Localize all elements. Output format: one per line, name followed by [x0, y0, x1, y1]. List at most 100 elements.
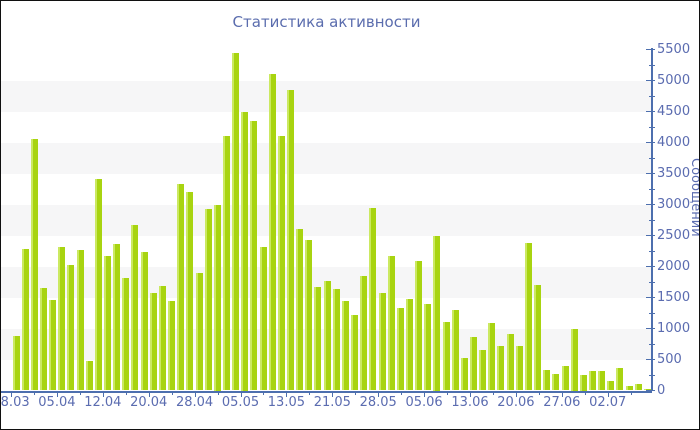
bar[interactable]	[405, 298, 413, 391]
bar[interactable]	[113, 244, 121, 391]
bar[interactable]	[534, 285, 542, 391]
bar[interactable]	[424, 304, 432, 391]
bar[interactable]	[506, 334, 514, 391]
bar[interactable]	[598, 371, 606, 391]
bar[interactable]	[396, 308, 404, 391]
bar[interactable]	[49, 299, 57, 391]
x-tick-label: 21.05	[313, 394, 351, 410]
bar[interactable]	[332, 289, 340, 391]
bar[interactable]	[543, 370, 551, 391]
bar[interactable]	[305, 239, 313, 391]
bar[interactable]	[561, 365, 569, 391]
bar[interactable]	[222, 136, 230, 391]
bar[interactable]	[296, 229, 304, 391]
bar[interactable]	[21, 249, 29, 391]
grid-stripe	[1, 80, 652, 112]
bar[interactable]	[67, 265, 75, 391]
bar[interactable]	[314, 286, 322, 391]
bar[interactable]	[232, 52, 240, 391]
bar[interactable]	[131, 224, 139, 391]
bar[interactable]	[524, 242, 532, 391]
bar[interactable]	[122, 278, 130, 391]
bar[interactable]	[488, 322, 496, 391]
x-tick	[492, 391, 494, 395]
y-tick	[649, 343, 655, 345]
bar[interactable]	[12, 335, 20, 391]
bar[interactable]	[625, 386, 633, 391]
bar[interactable]	[76, 249, 84, 391]
x-tick-label: 05.04	[38, 394, 76, 410]
bar[interactable]	[433, 235, 441, 391]
x-tick-label: 12.04	[84, 394, 122, 410]
bar[interactable]	[85, 360, 93, 391]
bar[interactable]	[158, 285, 166, 391]
bar[interactable]	[579, 375, 587, 391]
bar[interactable]	[470, 336, 477, 391]
y-tick	[649, 188, 655, 190]
grid-stripe	[1, 142, 652, 174]
x-tick	[148, 391, 150, 397]
bar[interactable]	[277, 136, 285, 391]
bar[interactable]	[149, 292, 157, 391]
x-tick	[240, 391, 242, 397]
x-tick	[286, 391, 288, 397]
y-tick-label: 5000	[657, 72, 691, 88]
x-tick	[11, 391, 12, 397]
bar[interactable]	[250, 120, 258, 391]
x-tick-label: 13.06	[451, 394, 489, 410]
y-tick	[646, 49, 655, 50]
x-tick	[171, 391, 173, 395]
x-tick	[401, 391, 403, 395]
x-tick-label: 28.04	[175, 394, 214, 410]
y-tick-label: 1000	[657, 320, 691, 336]
bar[interactable]	[213, 204, 221, 391]
x-tick	[125, 391, 127, 395]
bar[interactable]	[186, 192, 194, 391]
x-tick-label: 28.05	[359, 394, 397, 410]
bar[interactable]	[104, 255, 111, 391]
bar[interactable]	[30, 139, 38, 391]
bar[interactable]	[268, 74, 276, 391]
bar[interactable]	[323, 281, 331, 391]
bar[interactable]	[360, 275, 368, 391]
x-tick-label: 05.06	[405, 394, 443, 410]
bar[interactable]	[94, 179, 102, 391]
bar[interactable]	[634, 383, 642, 391]
bar[interactable]	[259, 246, 267, 391]
bar[interactable]	[515, 346, 523, 391]
bar[interactable]	[195, 272, 203, 391]
x-tick-label: 20.04	[130, 394, 168, 410]
x-tick	[515, 391, 517, 397]
bar[interactable]	[39, 288, 47, 391]
bar[interactable]	[616, 368, 624, 391]
bar[interactable]	[58, 246, 66, 391]
bar[interactable]	[287, 89, 294, 391]
bar[interactable]	[177, 184, 185, 391]
bar[interactable]	[451, 309, 459, 391]
bar[interactable]	[570, 328, 578, 391]
y-tick-label: 4500	[657, 103, 691, 119]
bar[interactable]	[341, 300, 349, 391]
bar[interactable]	[497, 346, 505, 391]
bar[interactable]	[241, 111, 249, 391]
bar[interactable]	[204, 209, 212, 391]
bar[interactable]	[588, 371, 596, 391]
x-tick	[630, 391, 632, 395]
bar[interactable]	[442, 322, 450, 391]
x-tick-label: 20.06	[497, 394, 535, 410]
bar[interactable]	[552, 373, 560, 391]
y-tick	[649, 374, 655, 376]
bar[interactable]	[643, 389, 651, 391]
bar[interactable]	[415, 260, 423, 391]
bar[interactable]	[351, 314, 359, 391]
y-tick-label: 3000	[657, 196, 691, 212]
bar[interactable]	[369, 208, 377, 391]
bar[interactable]	[387, 255, 395, 391]
bar[interactable]	[168, 300, 176, 391]
bar[interactable]	[378, 292, 386, 391]
bar[interactable]	[460, 358, 468, 391]
y-tick	[646, 173, 655, 174]
bar[interactable]	[140, 252, 148, 391]
bar[interactable]	[607, 380, 615, 391]
bar[interactable]	[479, 349, 487, 391]
